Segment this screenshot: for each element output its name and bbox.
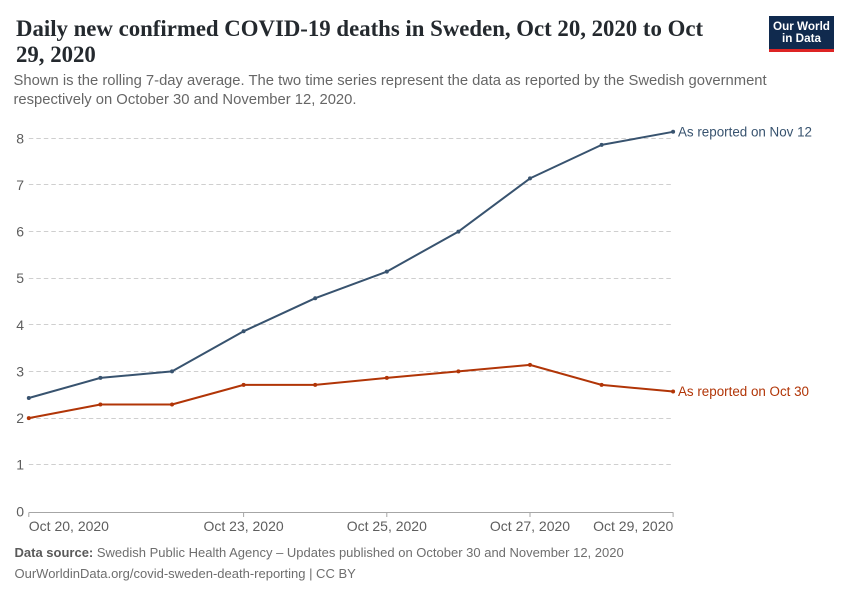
svg-text:Oct 20, 2020: Oct 20, 2020 xyxy=(29,518,109,534)
svg-text:Oct 23, 2020: Oct 23, 2020 xyxy=(204,518,284,534)
svg-text:As reported on Oct 30: As reported on Oct 30 xyxy=(678,384,809,399)
svg-text:2: 2 xyxy=(16,410,24,426)
svg-text:As reported on Nov 12: As reported on Nov 12 xyxy=(678,124,812,139)
svg-text:6: 6 xyxy=(16,224,24,240)
svg-text:5: 5 xyxy=(16,270,24,286)
svg-text:Oct 29, 2020: Oct 29, 2020 xyxy=(593,518,673,534)
svg-text:8: 8 xyxy=(16,130,24,146)
svg-text:7: 7 xyxy=(16,177,24,193)
svg-text:1: 1 xyxy=(16,457,24,473)
svg-text:0: 0 xyxy=(16,503,24,519)
svg-text:3: 3 xyxy=(16,363,24,379)
svg-text:Oct 25, 2020: Oct 25, 2020 xyxy=(347,518,427,534)
svg-text:4: 4 xyxy=(16,317,24,333)
svg-text:Oct 27, 2020: Oct 27, 2020 xyxy=(490,518,570,534)
